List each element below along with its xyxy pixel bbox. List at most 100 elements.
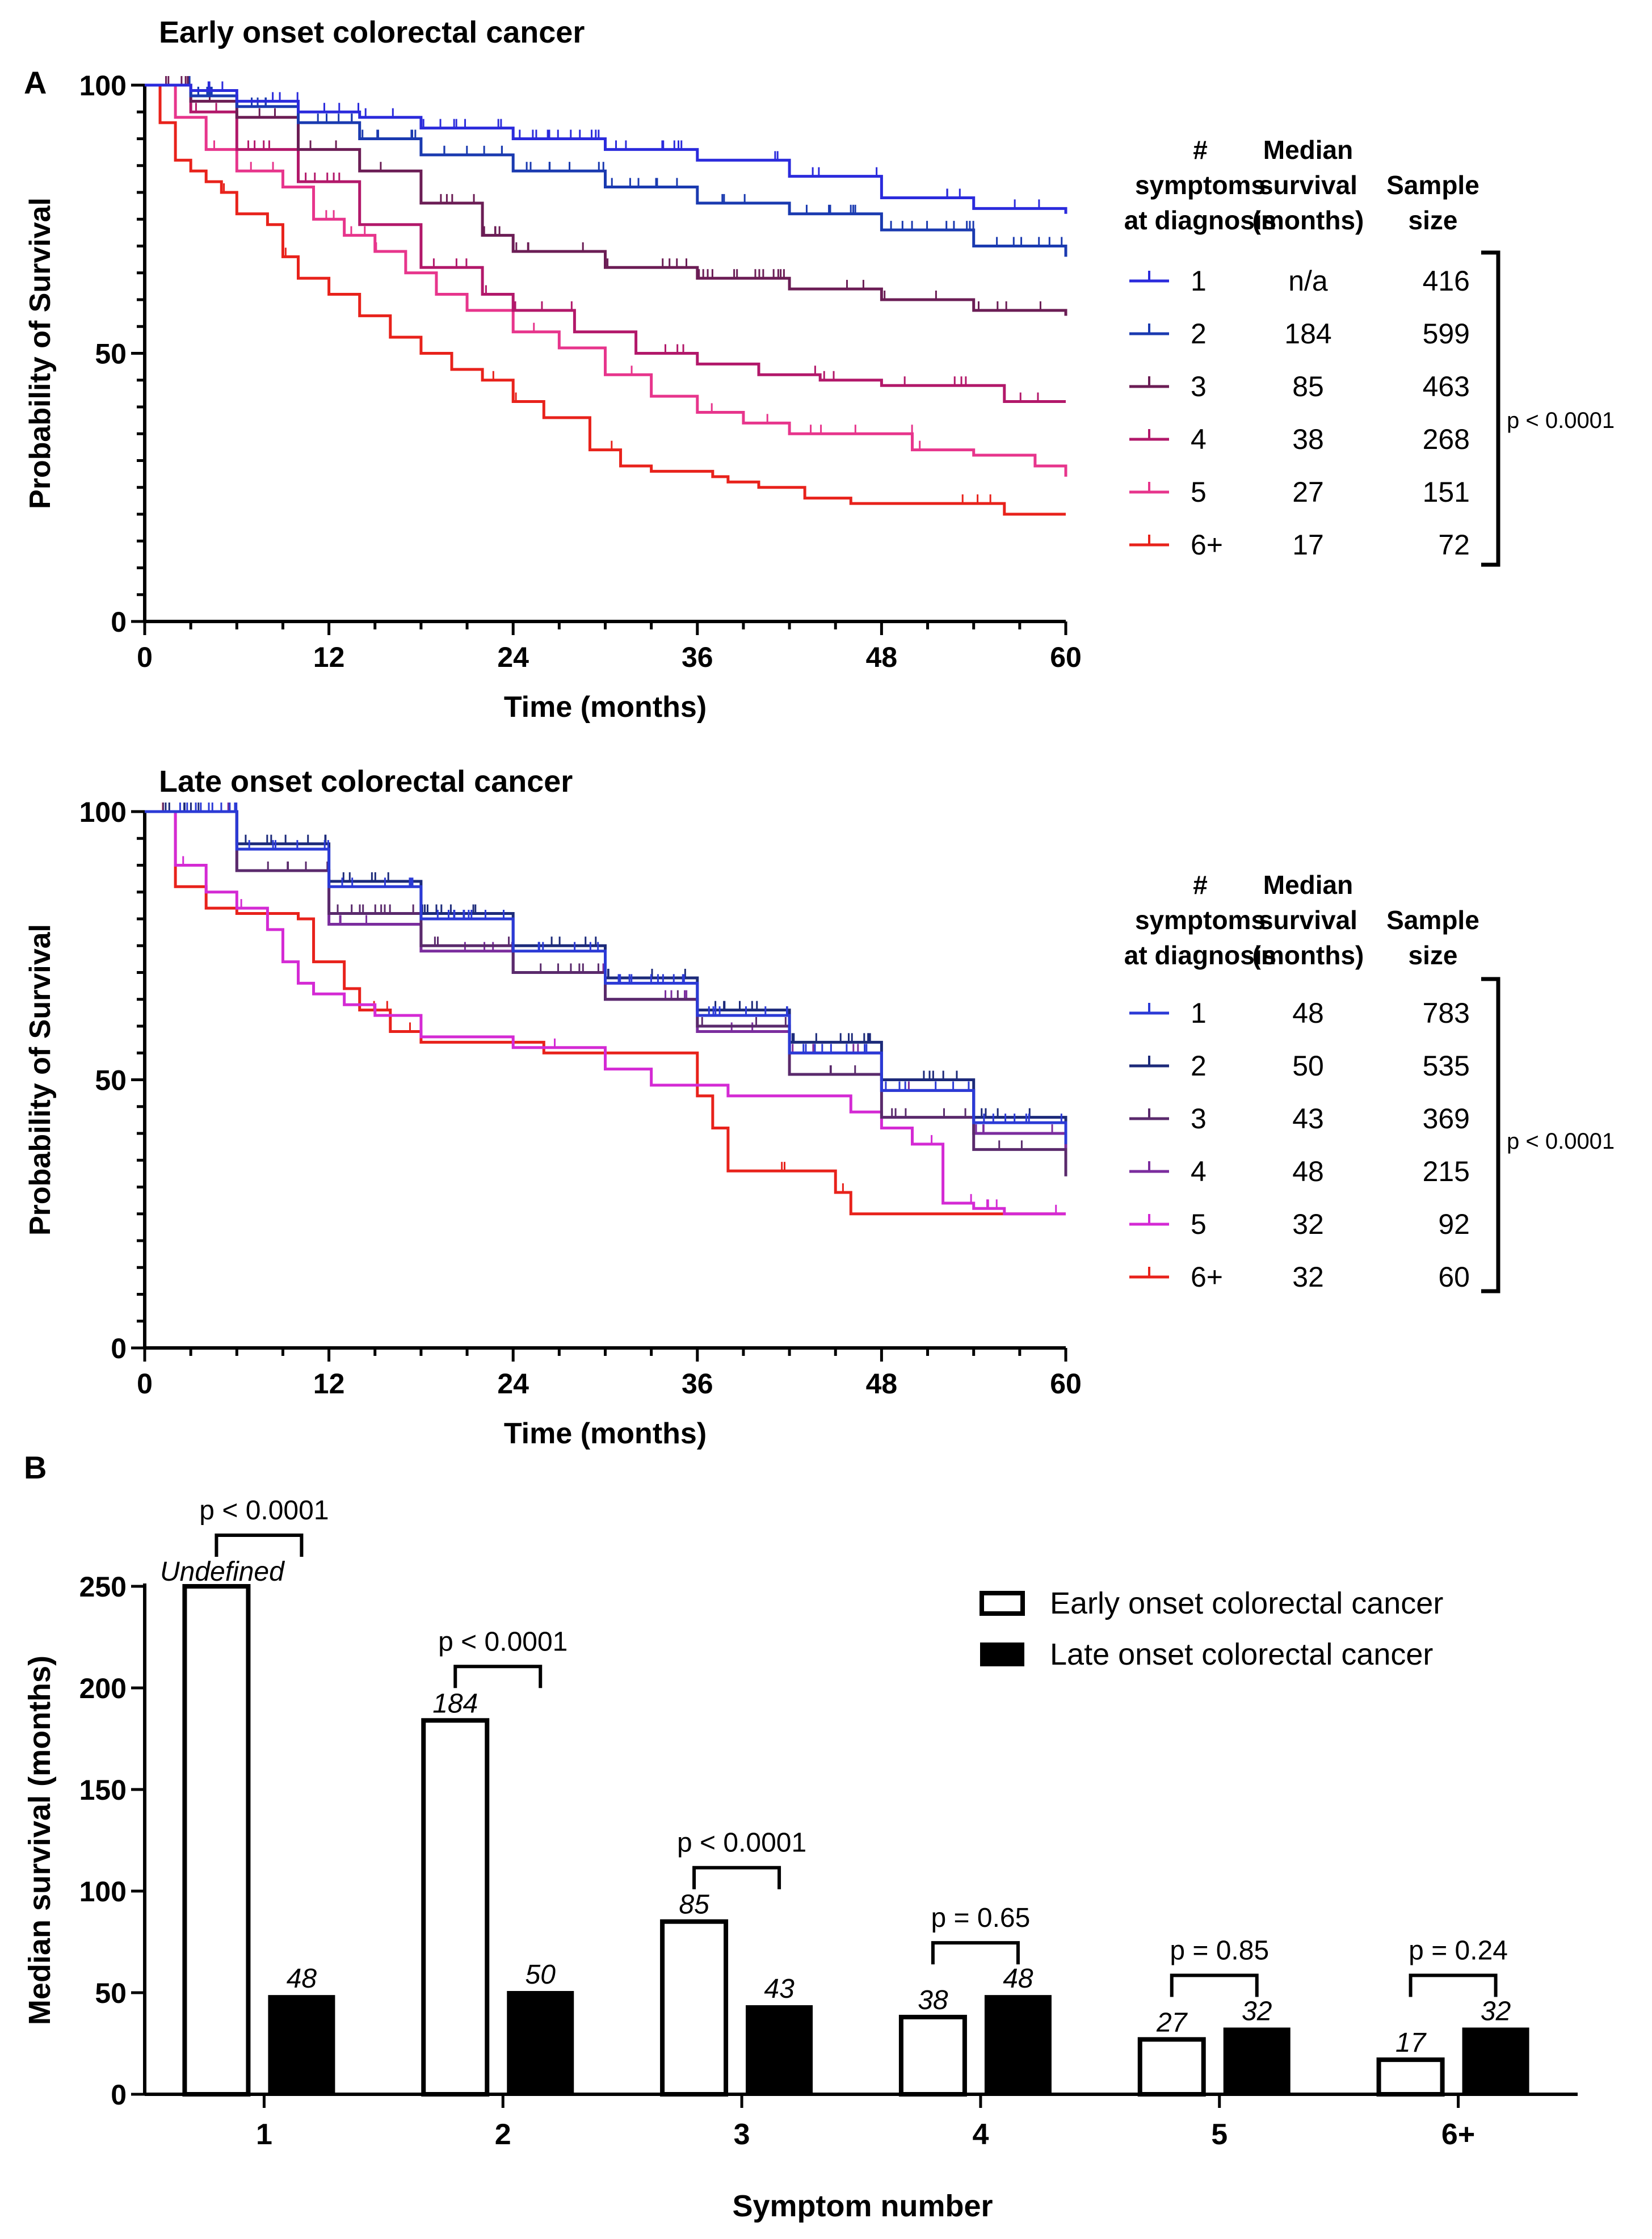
panel-label-a: A: [24, 65, 47, 100]
significance-pvalue: p < 0.0001: [199, 1496, 329, 1526]
y-tick-label: 100: [79, 796, 127, 828]
x-tick-label: 0: [137, 641, 153, 673]
legend-sample-size: 60: [1438, 1261, 1470, 1293]
survival-curve-4: [145, 83, 1066, 404]
pvalue-label: p < 0.0001: [1507, 1129, 1615, 1154]
survival-curve-5: [145, 83, 1067, 477]
legend-swatch-early: [980, 1591, 1025, 1616]
y-tick-label: 0: [111, 2079, 127, 2111]
x-axis-label: Time (months): [504, 691, 707, 724]
legend-header-median: Median: [1263, 870, 1353, 900]
y-tick-label: 150: [79, 1774, 127, 1806]
legend-median-value: 38: [1292, 423, 1324, 455]
legend-symptom-count: 4: [1191, 1156, 1207, 1187]
bar-late-6+: [1462, 2027, 1529, 2096]
legend-median-value: n/a: [1288, 265, 1328, 297]
survival-curve-3: [145, 83, 1067, 316]
x-axis-label: Symptom number: [732, 2189, 993, 2223]
legend-header-symptoms: symptoms: [1135, 170, 1266, 200]
legend-label-late: Late onset colorectal cancer: [1050, 1637, 1433, 1671]
legend-header-sample: size: [1409, 205, 1458, 235]
bar-early-5: [1137, 2037, 1206, 2097]
bar-early-value-label: 27: [1156, 2007, 1188, 2038]
legend-sample-size: 599: [1423, 318, 1470, 350]
legend-sample-size: 151: [1423, 476, 1470, 508]
legend-sample-size: 369: [1423, 1103, 1470, 1135]
significance-bracket: [692, 1866, 781, 1889]
y-tick-label: 0: [111, 606, 127, 638]
significance-bracket: [215, 1534, 304, 1557]
legend-median-value: 48: [1292, 1156, 1324, 1187]
x-tick-label: 0: [137, 1368, 153, 1400]
bar-late-value-label: 32: [1481, 1996, 1511, 2026]
legend-symptom-count: 5: [1191, 1208, 1207, 1240]
survival-curve-5: [145, 810, 1066, 1216]
y-tick-label: 0: [111, 1333, 127, 1364]
legend-header-median: (months): [1252, 940, 1364, 970]
y-tick-label: 100: [79, 1876, 127, 1908]
legend-sample-size: 92: [1438, 1208, 1470, 1240]
legend-header-symptoms: symptoms: [1135, 905, 1266, 935]
legend-header-median: survival: [1259, 170, 1357, 200]
x-tick-label: 3: [734, 2118, 750, 2151]
x-tick-label: 24: [497, 1368, 529, 1400]
significance-pvalue: p = 0.24: [1409, 1935, 1508, 1965]
legend-header-sample: Sample: [1386, 905, 1479, 935]
bar-late-1: [268, 1995, 335, 2096]
significance-bracket: [1170, 1973, 1259, 1997]
survival-curve-1: [145, 810, 1067, 1144]
pvalue-label: p < 0.0001: [1507, 408, 1615, 433]
y-axis-label: Probability of Survival: [24, 924, 57, 1236]
legend-swatch-late: [980, 1643, 1024, 1666]
legend-symptom-count: 2: [1191, 318, 1207, 350]
bar-late-value-label: 43: [764, 1974, 795, 2004]
y-tick-label: 200: [79, 1673, 127, 1704]
legend-sample-size: 72: [1438, 529, 1470, 561]
panel-label-b: B: [24, 1450, 47, 1485]
bar-early-value-label: 17: [1395, 2028, 1427, 2058]
significance-pvalue: p = 0.85: [1170, 1935, 1269, 1965]
chart-title: Early onset colorectal cancer: [159, 15, 585, 49]
legend-median-value: 17: [1292, 529, 1324, 561]
legend-symptom-count: 1: [1191, 997, 1207, 1029]
legend-symptom-count: 5: [1191, 476, 1207, 508]
legend-sample-size: 463: [1423, 371, 1470, 402]
km-chart-late-onset: Late onset colorectal cancer 0 50 100 0 12 24 3…: [24, 764, 1615, 1450]
y-tick-label: 50: [95, 338, 127, 370]
legend-median-value: 32: [1292, 1208, 1324, 1240]
y-tick-label: 100: [79, 70, 127, 102]
legend-symptom-count: 3: [1191, 371, 1207, 402]
x-tick-label: 5: [1211, 2118, 1228, 2151]
legend-header-sample: Sample: [1386, 170, 1479, 200]
legend-header-symptoms: at diagnosis: [1124, 940, 1276, 970]
legend-sample-size: 215: [1423, 1156, 1470, 1187]
legend-symptom-count: 4: [1191, 423, 1207, 455]
legend-median-value: 184: [1284, 318, 1331, 350]
x-axis-label: Time (months): [504, 1417, 707, 1450]
legend-symptom-count: 3: [1191, 1103, 1207, 1135]
significance-pvalue: p < 0.0001: [438, 1627, 568, 1657]
significance-pvalue: p < 0.0001: [677, 1828, 806, 1858]
x-tick-label: 12: [313, 1368, 345, 1400]
bar-early-value-label: Undefined: [160, 1557, 285, 1587]
bar-early-value-label: 38: [918, 1985, 948, 2015]
y-tick-label: 50: [95, 1065, 127, 1097]
bar-early-3: [660, 1919, 729, 2097]
legend-median-value: 27: [1292, 476, 1324, 508]
legend-sample-size: 535: [1423, 1050, 1470, 1082]
x-tick-label: 60: [1050, 641, 1082, 673]
significance-bracket: [453, 1665, 543, 1688]
survival-curve-6+: [145, 83, 1066, 516]
legend-median-value: 50: [1292, 1050, 1324, 1082]
legend-symptom-count: 6+: [1191, 1261, 1223, 1293]
chart-title: Late onset colorectal cancer: [159, 764, 573, 799]
legend-median-value: 43: [1292, 1103, 1324, 1135]
bar-late-2: [507, 1991, 574, 2096]
legend-header-symptoms: #: [1193, 870, 1208, 900]
x-tick-label: 1: [256, 2118, 272, 2151]
bar-late-value-label: 48: [287, 1964, 317, 1994]
legend-header-median: (months): [1252, 205, 1364, 235]
